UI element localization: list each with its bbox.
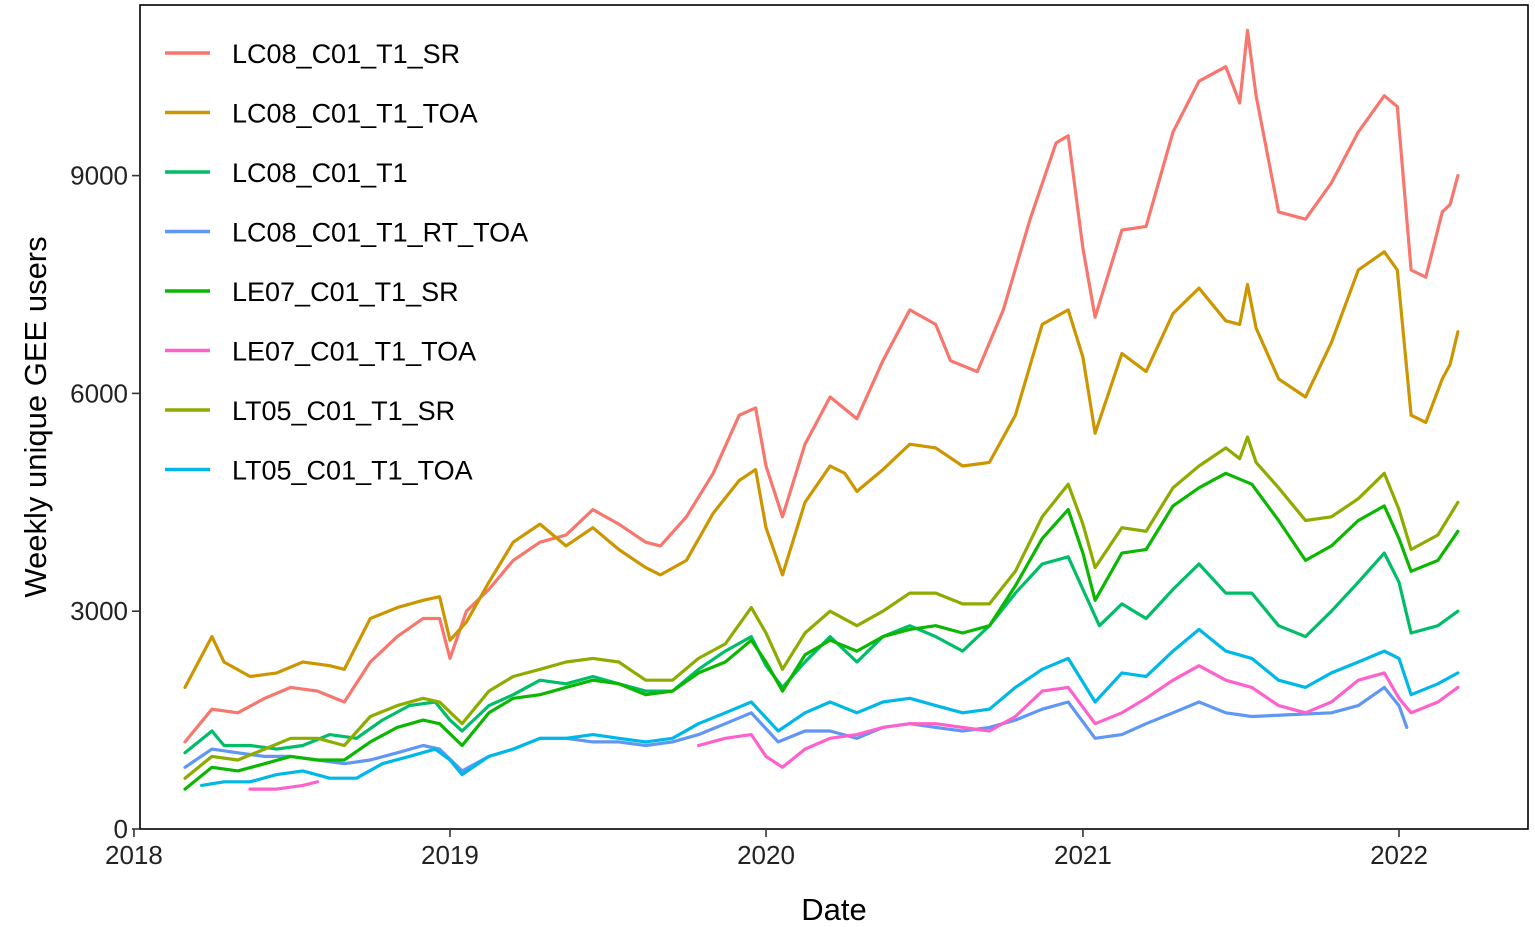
x-tick-label-4: 2022 — [1370, 840, 1428, 870]
series-line-7 — [199, 627, 1460, 787]
x-tick-label-2: 2020 — [737, 840, 795, 870]
x-tick-label-3: 2021 — [1054, 840, 1112, 870]
y-tick-label-3: 9000 — [70, 161, 128, 191]
legend-label-5: LE07_C01_T1_TOA — [232, 337, 476, 367]
legend-label-2: LC08_C01_T1 — [232, 158, 408, 188]
legend: LC08_C01_T1_SR LC08_C01_T1_TOA LC08_C01_T1… — [165, 39, 528, 486]
y-tick-label-2: 6000 — [70, 378, 128, 408]
legend-label-6: LT05_C01_T1_SR — [232, 396, 455, 426]
series-line-6 — [183, 435, 1460, 780]
x-axis: 2018 2019 2020 2021 2022 — [105, 829, 1428, 870]
legend-label-7: LT05_C01_T1_TOA — [232, 456, 473, 486]
y-tick-label-0: 0 — [114, 814, 128, 844]
legend-label-3: LC08_C01_T1_RT_TOA — [232, 218, 528, 248]
legend-label-1: LC08_C01_T1_TOA — [232, 99, 478, 129]
series-line-2 — [183, 551, 1460, 755]
x-axis-title: Date — [801, 892, 866, 927]
series-line-0 — [183, 28, 1460, 744]
series-line-5 — [248, 664, 1460, 791]
series-line-3 — [183, 685, 1409, 773]
y-axis: 0 3000 6000 9000 — [70, 161, 140, 844]
series-line-1 — [183, 250, 1460, 689]
x-tick-label-0: 2018 — [105, 840, 163, 870]
series-line-4 — [183, 471, 1460, 791]
y-axis-title: Weekly unique GEE users — [18, 236, 53, 597]
plot-frame — [139, 4, 1529, 830]
legend-label-0: LC08_C01_T1_SR — [232, 39, 460, 69]
series-layer — [183, 28, 1460, 791]
x-tick-label-1: 2019 — [421, 840, 479, 870]
legend-label-4: LE07_C01_T1_SR — [232, 277, 459, 307]
y-tick-label-1: 3000 — [70, 596, 128, 626]
